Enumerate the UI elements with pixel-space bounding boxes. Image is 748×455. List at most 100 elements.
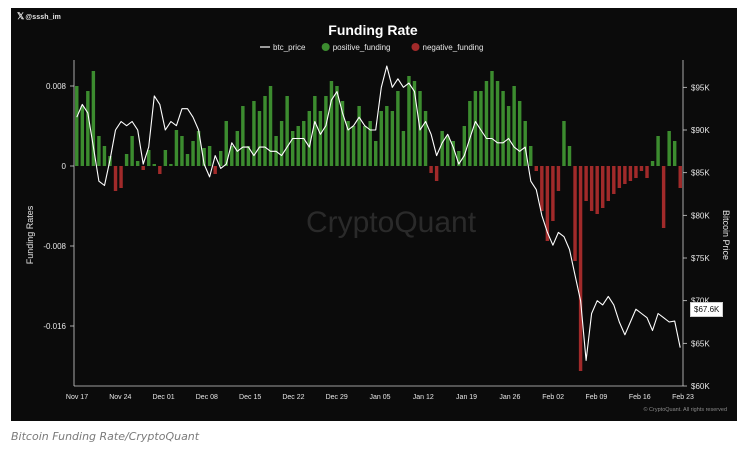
positive-funding-bar	[202, 148, 206, 166]
positive-funding-bar	[241, 106, 245, 166]
positive-funding-bar	[91, 71, 96, 166]
positive-funding-bar	[130, 136, 134, 166]
positive-funding-bar	[257, 111, 262, 166]
positive-funding-bar	[506, 106, 511, 166]
positive-funding-bar	[224, 121, 228, 166]
positive-funding-bar	[562, 121, 566, 166]
negative-funding-bar	[661, 166, 666, 228]
watermark-text: CryptoQuant	[306, 206, 477, 239]
positive-funding-bar	[357, 106, 361, 166]
positive-funding-bar	[362, 126, 367, 166]
legend-label: negative_funding	[423, 43, 484, 52]
legend-dot-swatch	[321, 43, 330, 51]
btc-price-line	[76, 65, 681, 361]
positive-funding-bar	[102, 146, 107, 166]
negative-funding-bar	[589, 166, 594, 211]
negative-funding-bar	[634, 166, 638, 178]
positive-funding-bar	[180, 136, 184, 166]
chart-panel: CryptoQuant Funding Rate btc_price positi…	[11, 8, 737, 421]
positive-funding-bar	[512, 86, 516, 166]
positive-funding-bar	[302, 121, 306, 166]
negative-funding-bar	[141, 166, 145, 170]
positive-funding-bar	[246, 146, 251, 166]
x-tick-label: Dec 08	[196, 394, 218, 401]
y2-tick-label: $75K	[691, 254, 710, 263]
negative-funding-bar	[645, 166, 649, 178]
negative-funding-bar	[113, 166, 118, 191]
positive-funding-bar	[379, 111, 383, 166]
negative-funding-bar	[119, 166, 123, 188]
positive-funding-bar	[75, 86, 79, 166]
positive-funding-bar	[252, 101, 256, 166]
negative-funding-bar	[540, 166, 544, 211]
positive-funding-bar	[517, 101, 522, 166]
positive-funding-bar	[174, 130, 179, 166]
y2-tick-label: $85K	[691, 169, 710, 178]
x-tick-label: Jan 26	[499, 394, 520, 401]
positive-funding-bar	[235, 131, 240, 166]
y2-tick-label: $60K	[691, 382, 710, 391]
positive-funding-bar	[279, 121, 284, 166]
x-tick-label: Feb 16	[629, 394, 651, 401]
x-tick-label: Jan 05	[369, 394, 390, 401]
positive-funding-bar	[650, 161, 655, 166]
negative-funding-bar	[429, 166, 433, 173]
positive-funding-bar	[346, 121, 350, 166]
positive-funding-bar	[401, 131, 406, 166]
legend-dot-swatch	[411, 43, 420, 51]
positive-funding-bar	[523, 121, 527, 166]
negative-funding-bar	[606, 166, 610, 201]
positive-funding-bar	[329, 81, 334, 166]
x-tick-label: Jan 12	[413, 394, 434, 401]
positive-funding-bar	[490, 71, 494, 166]
legend-label: positive_funding	[333, 43, 391, 52]
positive-funding-bar	[163, 150, 168, 166]
negative-funding-bar	[628, 166, 633, 181]
negative-funding-bar	[545, 166, 550, 241]
positive-funding-bar	[318, 111, 323, 166]
positive-funding-bar	[412, 81, 417, 166]
chart-title: Funding Rate	[328, 22, 418, 38]
positive-funding-bar	[218, 151, 223, 166]
positive-funding-bar	[335, 86, 339, 166]
positive-funding-bar	[396, 91, 400, 166]
y2-tick-label: $95K	[691, 83, 710, 92]
y2-tick-label: $80K	[691, 211, 710, 220]
positive-funding-bar	[368, 121, 372, 166]
positive-funding-bar	[479, 91, 483, 166]
positive-funding-bar	[80, 106, 85, 166]
y2-tick-label: $70K	[691, 297, 710, 306]
x-tick-label: Nov 24	[109, 394, 131, 401]
positive-funding-bar	[86, 91, 90, 166]
y-tick-label: 0	[62, 162, 67, 171]
positive-funding-bar	[296, 126, 300, 166]
positive-funding-bar	[374, 141, 378, 166]
legend-label: btc_price	[273, 43, 306, 52]
y2-tick-label: $65K	[691, 339, 710, 348]
negative-funding-bar	[617, 166, 622, 188]
positive-funding-bar	[152, 164, 156, 166]
y-tick-label: -0.008	[43, 242, 66, 251]
positive-funding-bar	[191, 141, 195, 166]
positive-funding-bar	[313, 96, 317, 166]
positive-funding-bar	[324, 96, 328, 166]
negative-funding-bar	[556, 166, 561, 191]
x-tick-label: Dec 22	[282, 394, 304, 401]
positive-funding-bar	[230, 146, 234, 166]
positive-funding-bar	[196, 131, 201, 166]
x-tick-label: Dec 29	[326, 394, 348, 401]
negative-funding-bar	[534, 166, 539, 171]
positive-funding-bar	[169, 164, 173, 166]
negative-funding-bar	[678, 166, 682, 188]
copyright-footer: © CryptoQuant. All rights reserved	[643, 406, 727, 413]
y2-axis-label: Bitcoin Price	[721, 210, 731, 260]
x-tick-label: Jan 19	[456, 394, 477, 401]
x-tick-label: Feb 23	[672, 394, 694, 401]
positive-funding-bar	[667, 131, 671, 166]
negative-funding-bar	[601, 166, 605, 208]
funding-rate-chart: CryptoQuant Funding Rate btc_price positi…	[25, 22, 731, 413]
negative-funding-bar	[573, 166, 577, 261]
negative-funding-bar	[213, 166, 217, 174]
positive-funding-bar	[484, 81, 489, 166]
positive-funding-bar	[656, 136, 660, 166]
